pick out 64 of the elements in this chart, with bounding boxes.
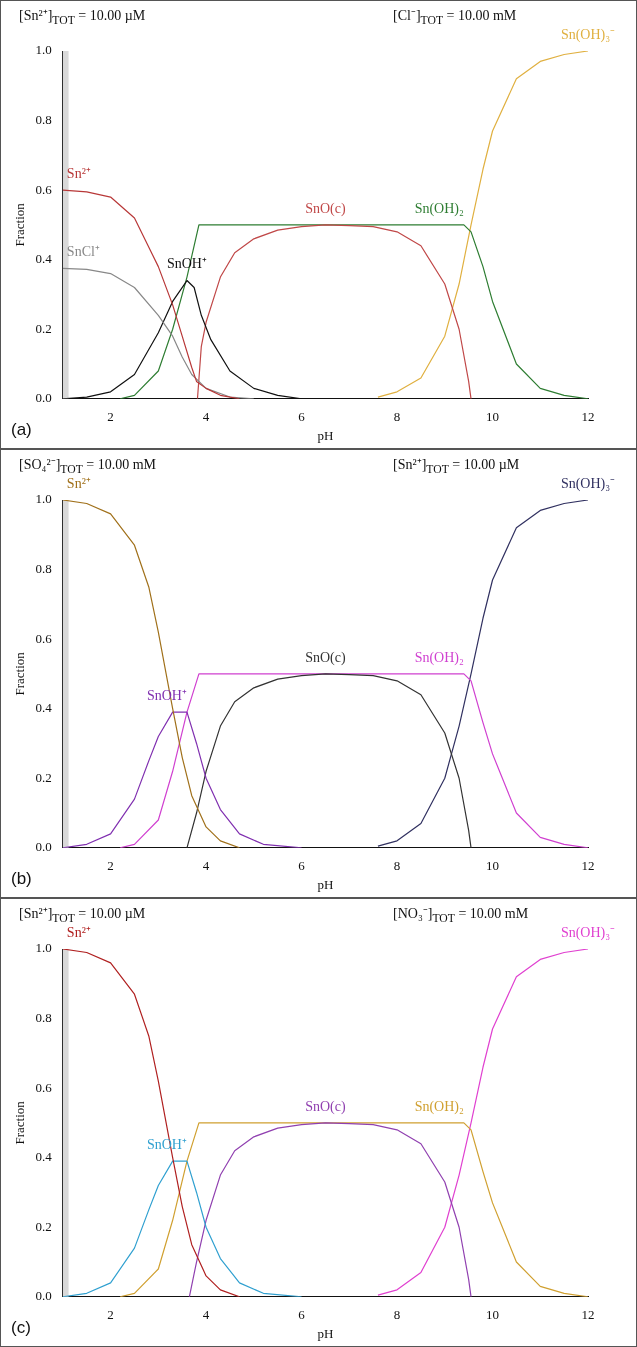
series-label: SnCl⁺ bbox=[66, 244, 100, 260]
x-tick-label: 8 bbox=[393, 858, 401, 874]
y-axis-title: Fraction bbox=[12, 1100, 28, 1145]
y-tick-label: 0.2 bbox=[35, 769, 52, 785]
x-tick-label: 2 bbox=[107, 409, 114, 425]
x-tick-label: 10 bbox=[486, 858, 500, 874]
x-tick-label: 12 bbox=[581, 1307, 595, 1323]
y-tick-label: 1.0 bbox=[35, 42, 52, 58]
series-label: Sn(OH)₂ bbox=[414, 649, 464, 666]
x-tick-label: 6 bbox=[298, 858, 306, 874]
series-label: Sn²⁺ bbox=[66, 475, 91, 491]
y-tick-label: 0.8 bbox=[35, 111, 52, 127]
series-label: SnO(c) bbox=[305, 1098, 346, 1115]
x-tick-label: 4 bbox=[202, 1307, 210, 1323]
text: (a) bbox=[11, 420, 32, 440]
x-tick-label: 6 bbox=[298, 409, 306, 425]
series-label: Sn(OH)₃⁻ bbox=[560, 924, 616, 941]
y-tick-label: 0.6 bbox=[35, 181, 53, 197]
y-tick-label: 0.6 bbox=[35, 630, 53, 646]
text: (c) bbox=[11, 1318, 31, 1338]
chart-title: [Sn²⁺]$_{TOT}$ = 10.00 µM bbox=[19, 7, 146, 27]
text: (b) bbox=[11, 869, 32, 889]
series-label: SnO(c) bbox=[305, 649, 346, 666]
x-tick-label: 4 bbox=[202, 858, 210, 874]
series-label: Sn²⁺ bbox=[66, 165, 91, 181]
series-label: Sn(OH)₂ bbox=[414, 1098, 464, 1115]
x-tick-label: 2 bbox=[107, 858, 114, 874]
y-tick-label: 0.8 bbox=[35, 560, 52, 576]
y-tick-label: 0.0 bbox=[35, 839, 52, 855]
x-tick-label: 6 bbox=[298, 1307, 306, 1323]
y-tick-label: 0.4 bbox=[35, 1149, 53, 1165]
x-tick-label: 10 bbox=[486, 1307, 500, 1323]
chart-title: [Sn²⁺]$_{TOT}$ = 10.00 µM bbox=[19, 905, 146, 925]
y-tick-label: 0.0 bbox=[35, 1288, 52, 1304]
x-tick-label: 2 bbox=[107, 1307, 114, 1323]
x-tick-label: 8 bbox=[393, 1307, 401, 1323]
x-tick-label: 12 bbox=[581, 858, 595, 874]
y-tick-label: 0.0 bbox=[35, 390, 52, 406]
y-tick-label: 0.8 bbox=[35, 1009, 52, 1025]
chart-title: [SO₄²⁻]$_{TOT}$ = 10.00 mM bbox=[19, 456, 156, 476]
x-tick-label: 10 bbox=[486, 409, 500, 425]
x-tick-label: 8 bbox=[393, 409, 401, 425]
x-tick-label: 12 bbox=[581, 409, 595, 425]
y-axis-title: Fraction bbox=[12, 202, 28, 247]
series-label: Sn(OH)₃⁻ bbox=[560, 26, 616, 43]
series-label: Sn(OH)₃⁻ bbox=[560, 475, 616, 492]
y-tick-label: 0.4 bbox=[35, 251, 53, 267]
y-tick-label: 1.0 bbox=[35, 940, 52, 956]
y-tick-label: 0.2 bbox=[35, 320, 52, 336]
x-axis-title: pH bbox=[317, 1325, 334, 1341]
chart-subtitle: [Cl⁻]$_{TOT}$ = 10.00 mM bbox=[393, 7, 517, 27]
y-tick-label: 0.2 bbox=[35, 1218, 52, 1234]
chart-subtitle: [Sn²⁺]$_{TOT}$ = 10.00 µM bbox=[393, 456, 520, 476]
series-label: SnO(c) bbox=[305, 200, 346, 217]
y-axis-title: Fraction bbox=[12, 651, 28, 696]
y-tick-label: 0.4 bbox=[35, 700, 53, 716]
series-label: Sn²⁺ bbox=[66, 924, 91, 940]
chart-subtitle: [NO₃⁻]$_{TOT}$ = 10.00 mM bbox=[393, 905, 529, 925]
y-tick-label: 0.6 bbox=[35, 1079, 53, 1095]
series-label: Sn(OH)₂ bbox=[414, 200, 464, 217]
x-tick-label: 4 bbox=[202, 409, 210, 425]
y-tick-label: 1.0 bbox=[35, 491, 52, 507]
x-axis-title: pH bbox=[317, 876, 334, 892]
x-axis-title: pH bbox=[317, 427, 334, 443]
